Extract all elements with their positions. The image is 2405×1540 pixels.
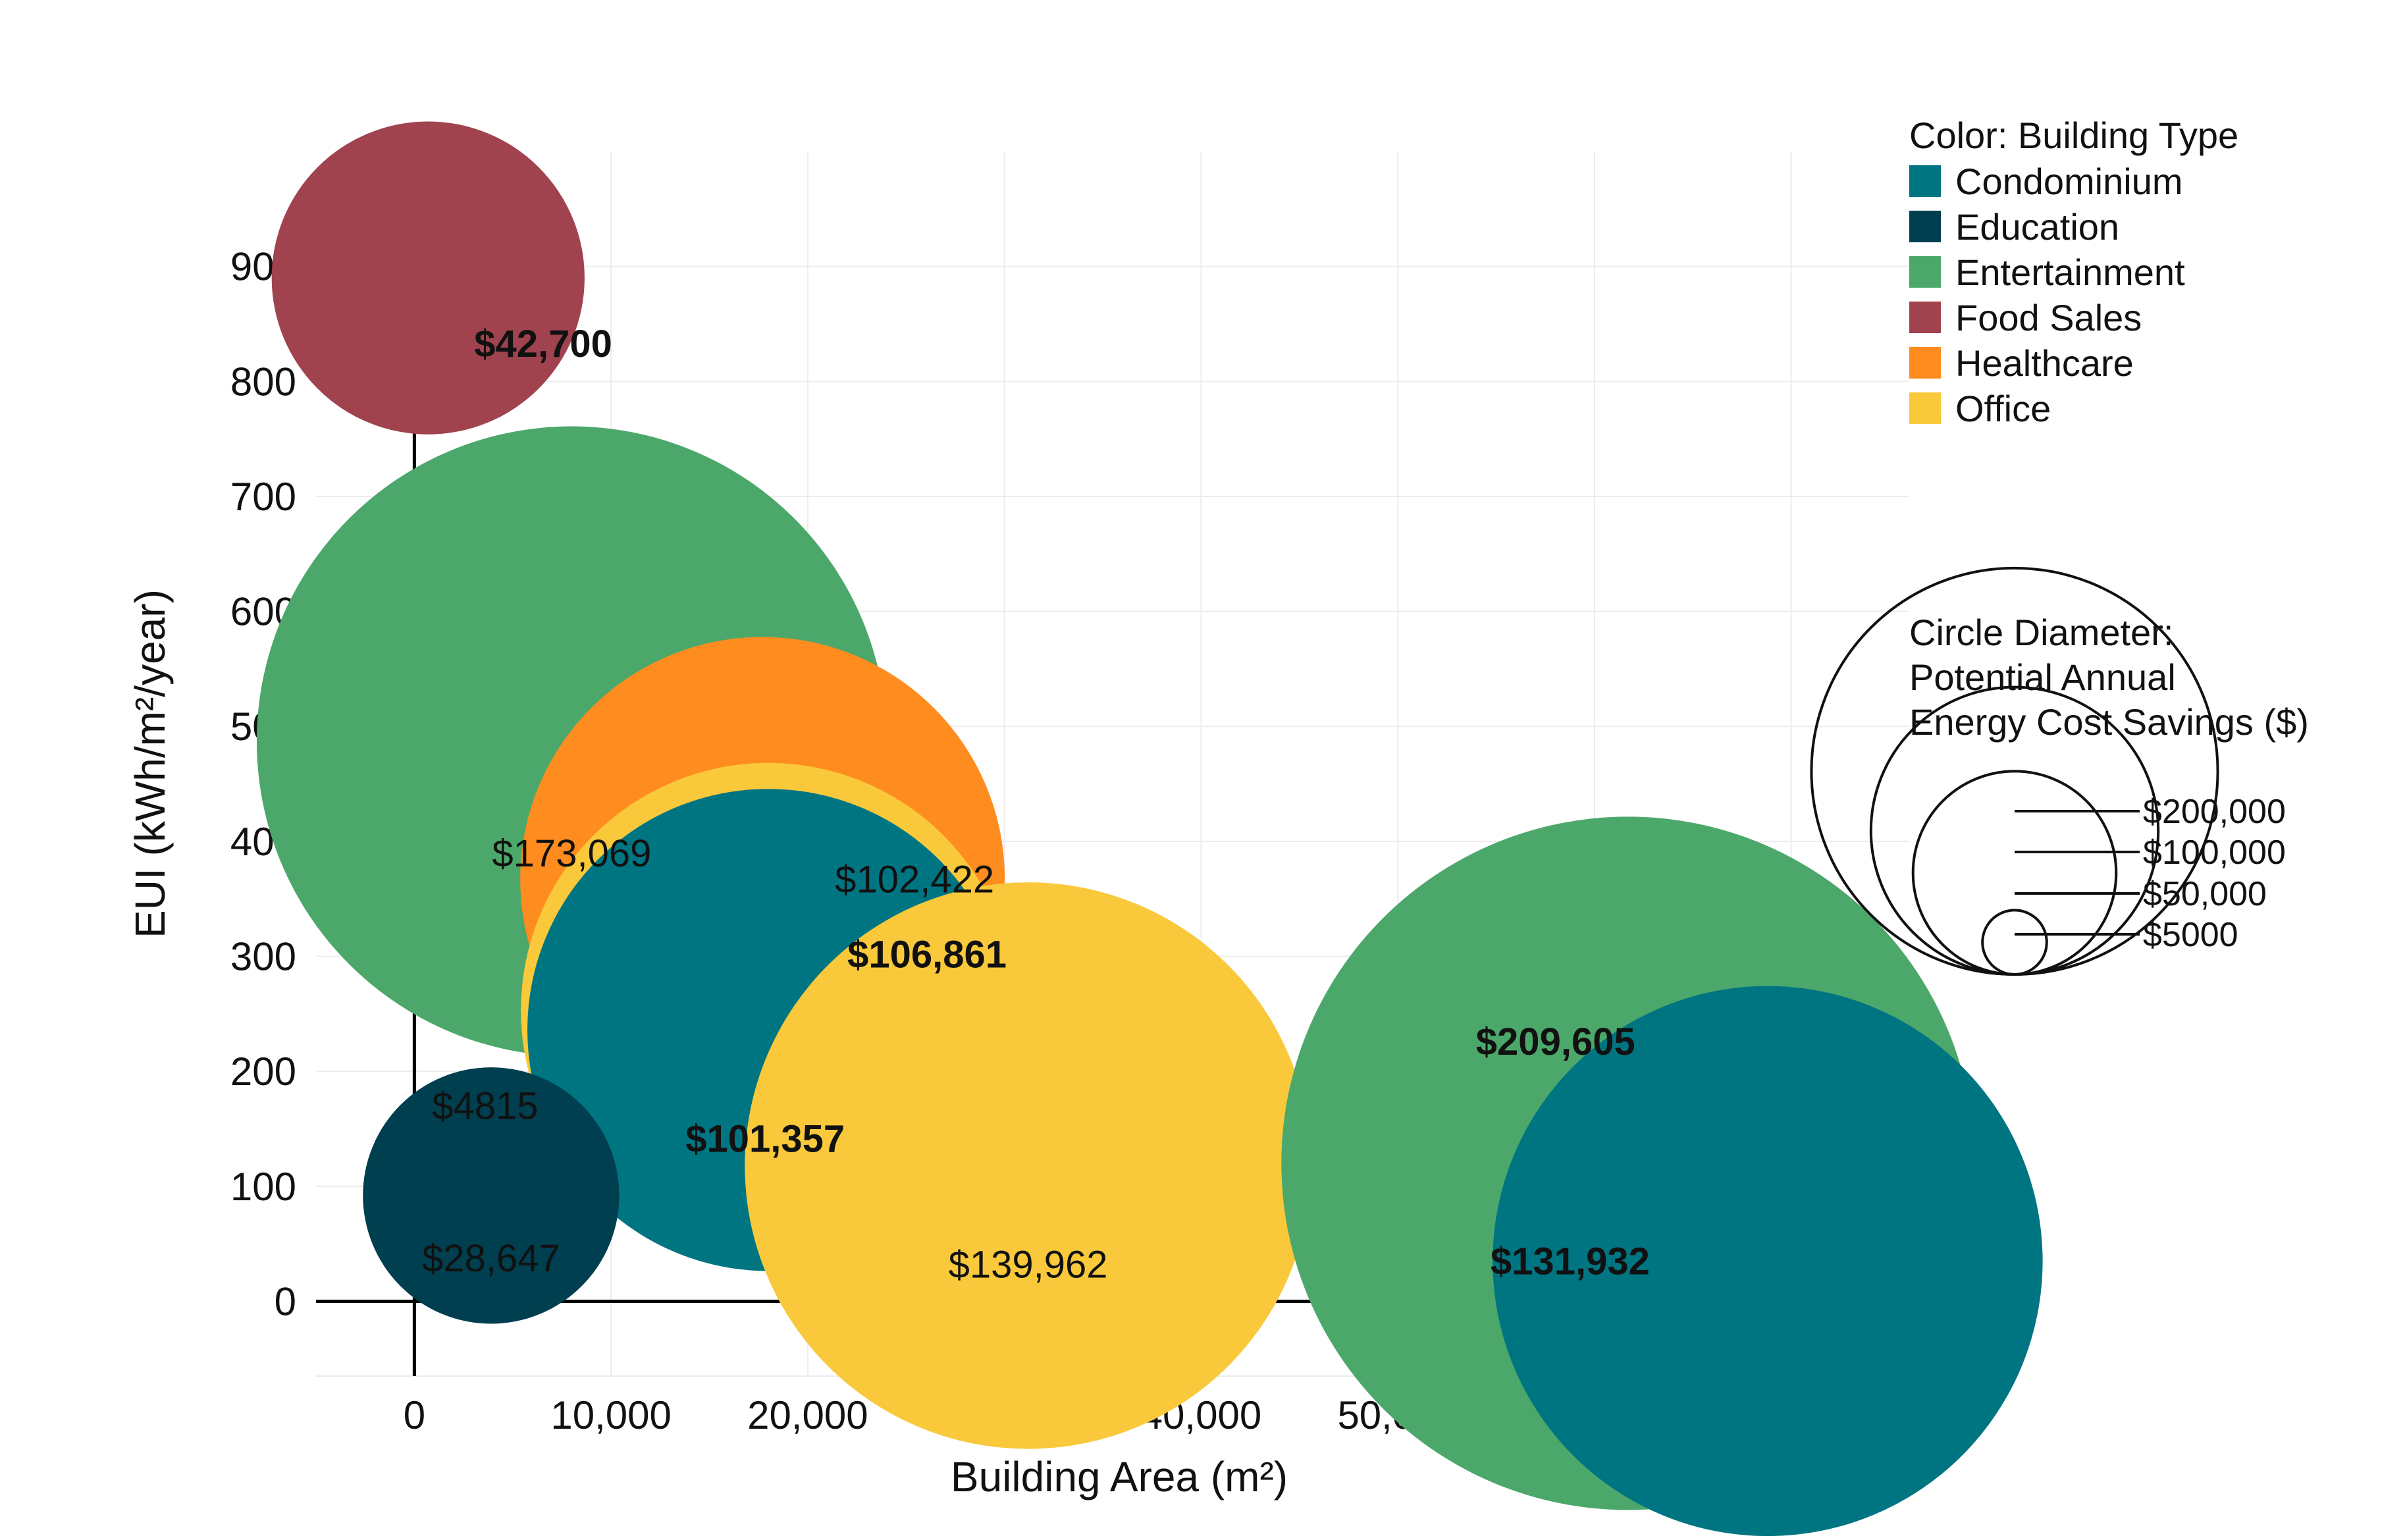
size-legend-label: $5000 <box>2143 916 2238 954</box>
size-legend-label: $200,000 <box>2143 793 2286 831</box>
size-legend-title: Potential Annual <box>1909 656 2176 698</box>
data-label: $106,861 <box>847 934 1007 976</box>
legend-swatch <box>1909 392 1941 424</box>
legend-label: Office <box>1955 388 2051 429</box>
legend-swatch <box>1909 256 1941 288</box>
data-label: $173,069 <box>492 832 651 875</box>
legend-label: Entertainment <box>1955 252 2185 293</box>
data-label: $209,605 <box>1476 1021 1635 1063</box>
legend-label: Education <box>1955 206 2119 248</box>
data-label: $28,647 <box>422 1237 560 1280</box>
color-legend: Color: Building Type CondominiumEducation… <box>1909 115 2238 429</box>
legend-swatch <box>1909 347 1941 379</box>
bubble-food-sales <box>271 121 585 435</box>
x-axis-title: Building Area (m²) <box>951 1453 1288 1500</box>
size-legend-circle <box>1911 770 2118 976</box>
data-labels: $42,700 $173,069 $102,422 $106,861 $101,357 $… <box>422 323 1650 1286</box>
y-axis-title: EUI (kWh/m²/year) <box>126 589 174 938</box>
bubbles <box>256 121 2043 1537</box>
data-label: $4815 <box>432 1084 538 1127</box>
bubble-education <box>363 1067 620 1324</box>
legend-swatch <box>1909 302 1941 333</box>
bubble-condominium <box>1493 986 2043 1537</box>
size-legend-circle <box>1981 909 2048 976</box>
bubble-office <box>745 882 1311 1449</box>
legend-label: Food Sales <box>1955 297 2142 338</box>
legend-label: Healthcare <box>1955 342 2134 384</box>
y-tick-label: 0 <box>275 1279 296 1323</box>
legend-swatch <box>1909 211 1941 242</box>
legend-swatch <box>1909 165 1941 197</box>
data-label: $42,700 <box>474 323 612 365</box>
y-tick-label: 800 <box>230 359 296 404</box>
data-label: $139,962 <box>949 1243 1108 1286</box>
legend-title: Color: Building Type <box>1909 115 2238 156</box>
size-legend-label: $50,000 <box>2143 875 2267 913</box>
data-label: $131,932 <box>1491 1240 1650 1283</box>
size-legend-label: $100,000 <box>2143 834 2286 872</box>
data-label: $101,357 <box>685 1117 845 1160</box>
data-label: $102,422 <box>835 859 994 901</box>
y-tick-label: 100 <box>230 1165 296 1209</box>
y-tick-label: 700 <box>230 475 296 519</box>
x-tick-label: 20,000 <box>747 1393 868 1437</box>
x-tick-label: 10,000 <box>550 1393 672 1437</box>
legend-label: Condominium <box>1955 161 2183 202</box>
size-legend-title: Circle Diameter: <box>1909 612 2173 653</box>
y-tick-label: 200 <box>230 1049 296 1094</box>
x-tick-label: 0 <box>404 1393 425 1437</box>
y-tick-label: 300 <box>230 935 296 979</box>
